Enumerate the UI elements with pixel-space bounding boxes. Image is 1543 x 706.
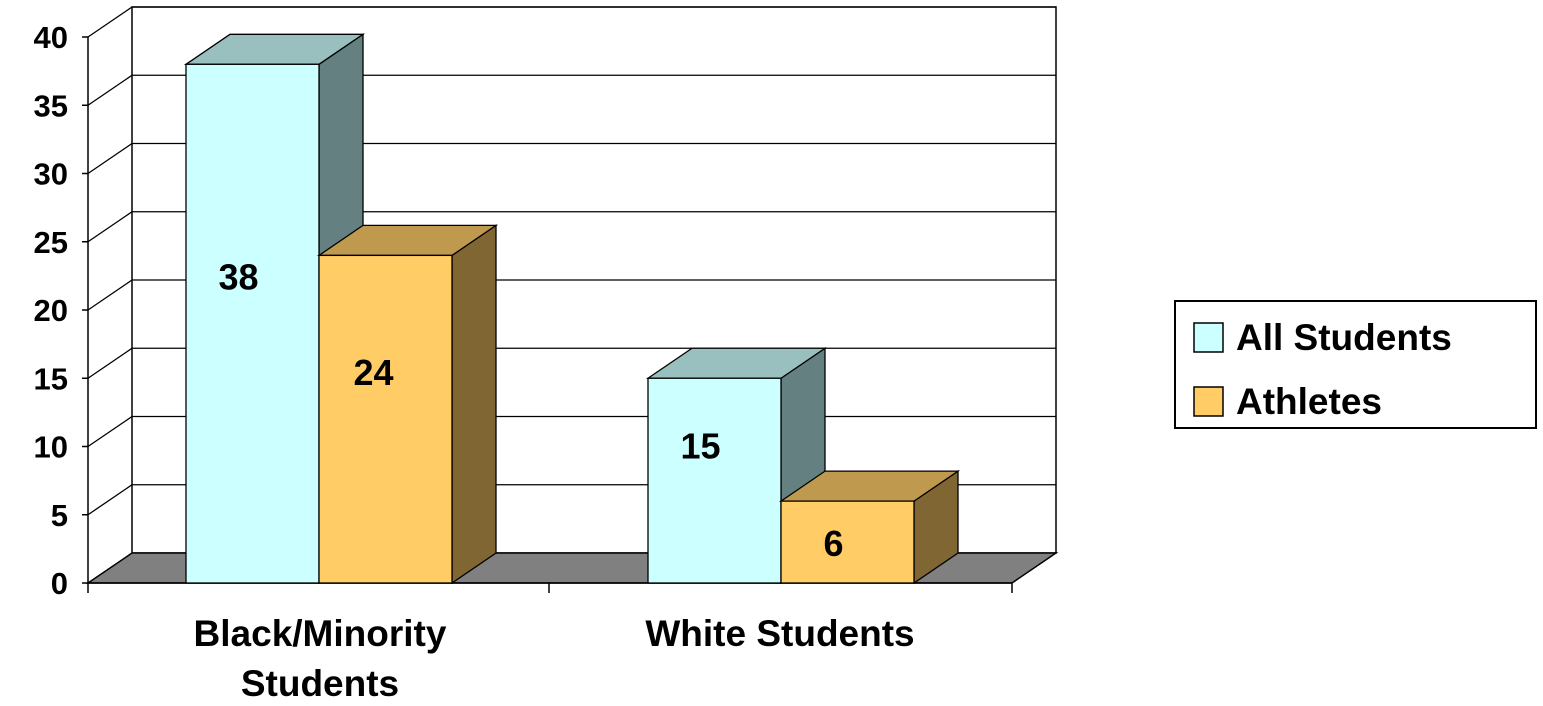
gridline-diagonal-35 bbox=[87, 74, 133, 106]
bar-all-students-white-students bbox=[645, 347, 828, 585]
y-tick-label-40: 40 bbox=[34, 20, 68, 55]
gridline-diagonal-20 bbox=[87, 279, 133, 311]
data-label-athletes-white-students: 6 bbox=[823, 523, 843, 564]
legend-swatch-athletes bbox=[1193, 386, 1224, 417]
category-label-black-minority-students: Black/Minority Students bbox=[194, 613, 447, 704]
label-layer: 38 24 15 6 bbox=[218, 257, 843, 564]
legend-box bbox=[1174, 300, 1537, 429]
bar-layer bbox=[183, 33, 961, 585]
data-label-all-students-black-minority-students: 38 bbox=[218, 257, 258, 298]
legend-label-all-students: All Students bbox=[1236, 317, 1452, 358]
legend-label-athletes: Athletes bbox=[1236, 381, 1382, 422]
data-label-athletes-black-minority-students: 24 bbox=[353, 352, 393, 393]
y-tick-label-0: 0 bbox=[51, 566, 68, 601]
y-tick-label-10: 10 bbox=[34, 430, 68, 465]
legend-swatch-all-students bbox=[1193, 322, 1224, 353]
y-tick-label-20: 20 bbox=[34, 293, 68, 328]
y-tick-label-15: 15 bbox=[34, 361, 68, 396]
axis-layer: 0 5 10 15 20 25 30 35 40 Black/Minority Students Wh… bbox=[34, 20, 1013, 704]
bar-side bbox=[451, 224, 497, 585]
bar-front bbox=[318, 254, 453, 584]
y-tick-label-30: 30 bbox=[34, 157, 68, 192]
gridline-diagonal-5 bbox=[87, 484, 133, 516]
bar-front bbox=[780, 500, 915, 584]
gridline-diagonal-10 bbox=[87, 415, 133, 448]
gridline-diagonal-15 bbox=[87, 347, 133, 379]
bar-athletes-black-minority-students bbox=[316, 224, 499, 585]
category-label-white-students: White Students bbox=[645, 613, 914, 654]
legend: All Students Athletes bbox=[1174, 300, 1537, 429]
y-tick-label-5: 5 bbox=[51, 498, 68, 533]
gridline-diagonal-30 bbox=[87, 142, 133, 175]
y-tick-label-35: 35 bbox=[34, 88, 68, 123]
gridline-diagonal-40 bbox=[87, 6, 133, 38]
bar-athletes-white-students bbox=[778, 469, 961, 585]
gridline-diagonal-25 bbox=[87, 211, 133, 243]
y-tick-label-25: 25 bbox=[34, 225, 68, 260]
data-label-all-students-white-students: 15 bbox=[680, 426, 720, 467]
bar-front bbox=[647, 377, 782, 584]
bar-front bbox=[185, 63, 320, 584]
